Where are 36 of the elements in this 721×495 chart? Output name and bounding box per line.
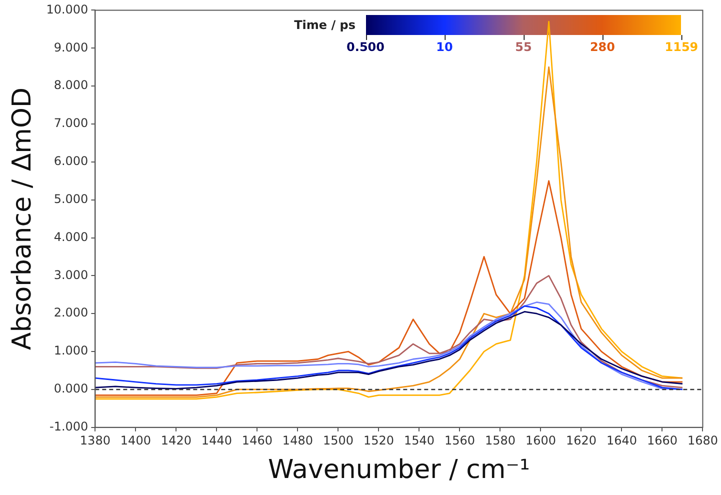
text: 55	[515, 40, 532, 54]
x-tick-label: 1600	[525, 434, 556, 448]
y-tick-label: 3.000	[54, 268, 88, 282]
x-tick-label: 1540	[404, 434, 434, 448]
x-tick-label: 1580	[484, 434, 516, 448]
y-tick-label: 9.000	[54, 40, 88, 54]
legend-title: Time / ps	[294, 18, 356, 32]
x-tick-label: 1400	[120, 434, 151, 448]
text: 280	[590, 40, 616, 54]
y-tick-label: 6.000	[54, 154, 88, 168]
text: 0.500	[346, 40, 385, 54]
text: 1159	[664, 40, 698, 54]
y-axis-title: Absorbance / ΔmOD	[7, 88, 38, 350]
y-tick-label: 1.000	[54, 344, 88, 358]
x-tick-label: 1480	[282, 434, 313, 448]
y-tick-label: 7.000	[54, 116, 88, 130]
text: 10	[436, 40, 453, 54]
y-tick-label: 8.000	[54, 78, 88, 92]
x-tick-label: 1380	[80, 434, 110, 448]
y-tick-label: 0.000	[54, 382, 88, 396]
x-tick-label: 1460	[242, 434, 272, 448]
x-tick-label: 1440	[201, 434, 232, 448]
y-tick-label: -1.000	[50, 420, 88, 434]
x-tick-label: 1420	[160, 434, 192, 448]
x-tick-label: 1640	[606, 434, 637, 448]
y-tick-label: 10.000	[46, 2, 88, 16]
x-tick-label: 1520	[363, 434, 394, 448]
x-tick-label: 1680	[687, 434, 718, 448]
x-tick-label: 1560	[444, 434, 475, 448]
y-tick-label: 4.000	[54, 230, 88, 244]
x-tick-label: 1620	[566, 434, 596, 448]
x-axis-title: Wavenumber / cm⁻¹	[268, 455, 530, 486]
x-tick-label: 1660	[646, 434, 678, 448]
y-tick-label: 5.000	[54, 192, 88, 206]
x-tick-label: 1500	[322, 434, 354, 448]
y-tick-label: 2.000	[54, 306, 88, 320]
